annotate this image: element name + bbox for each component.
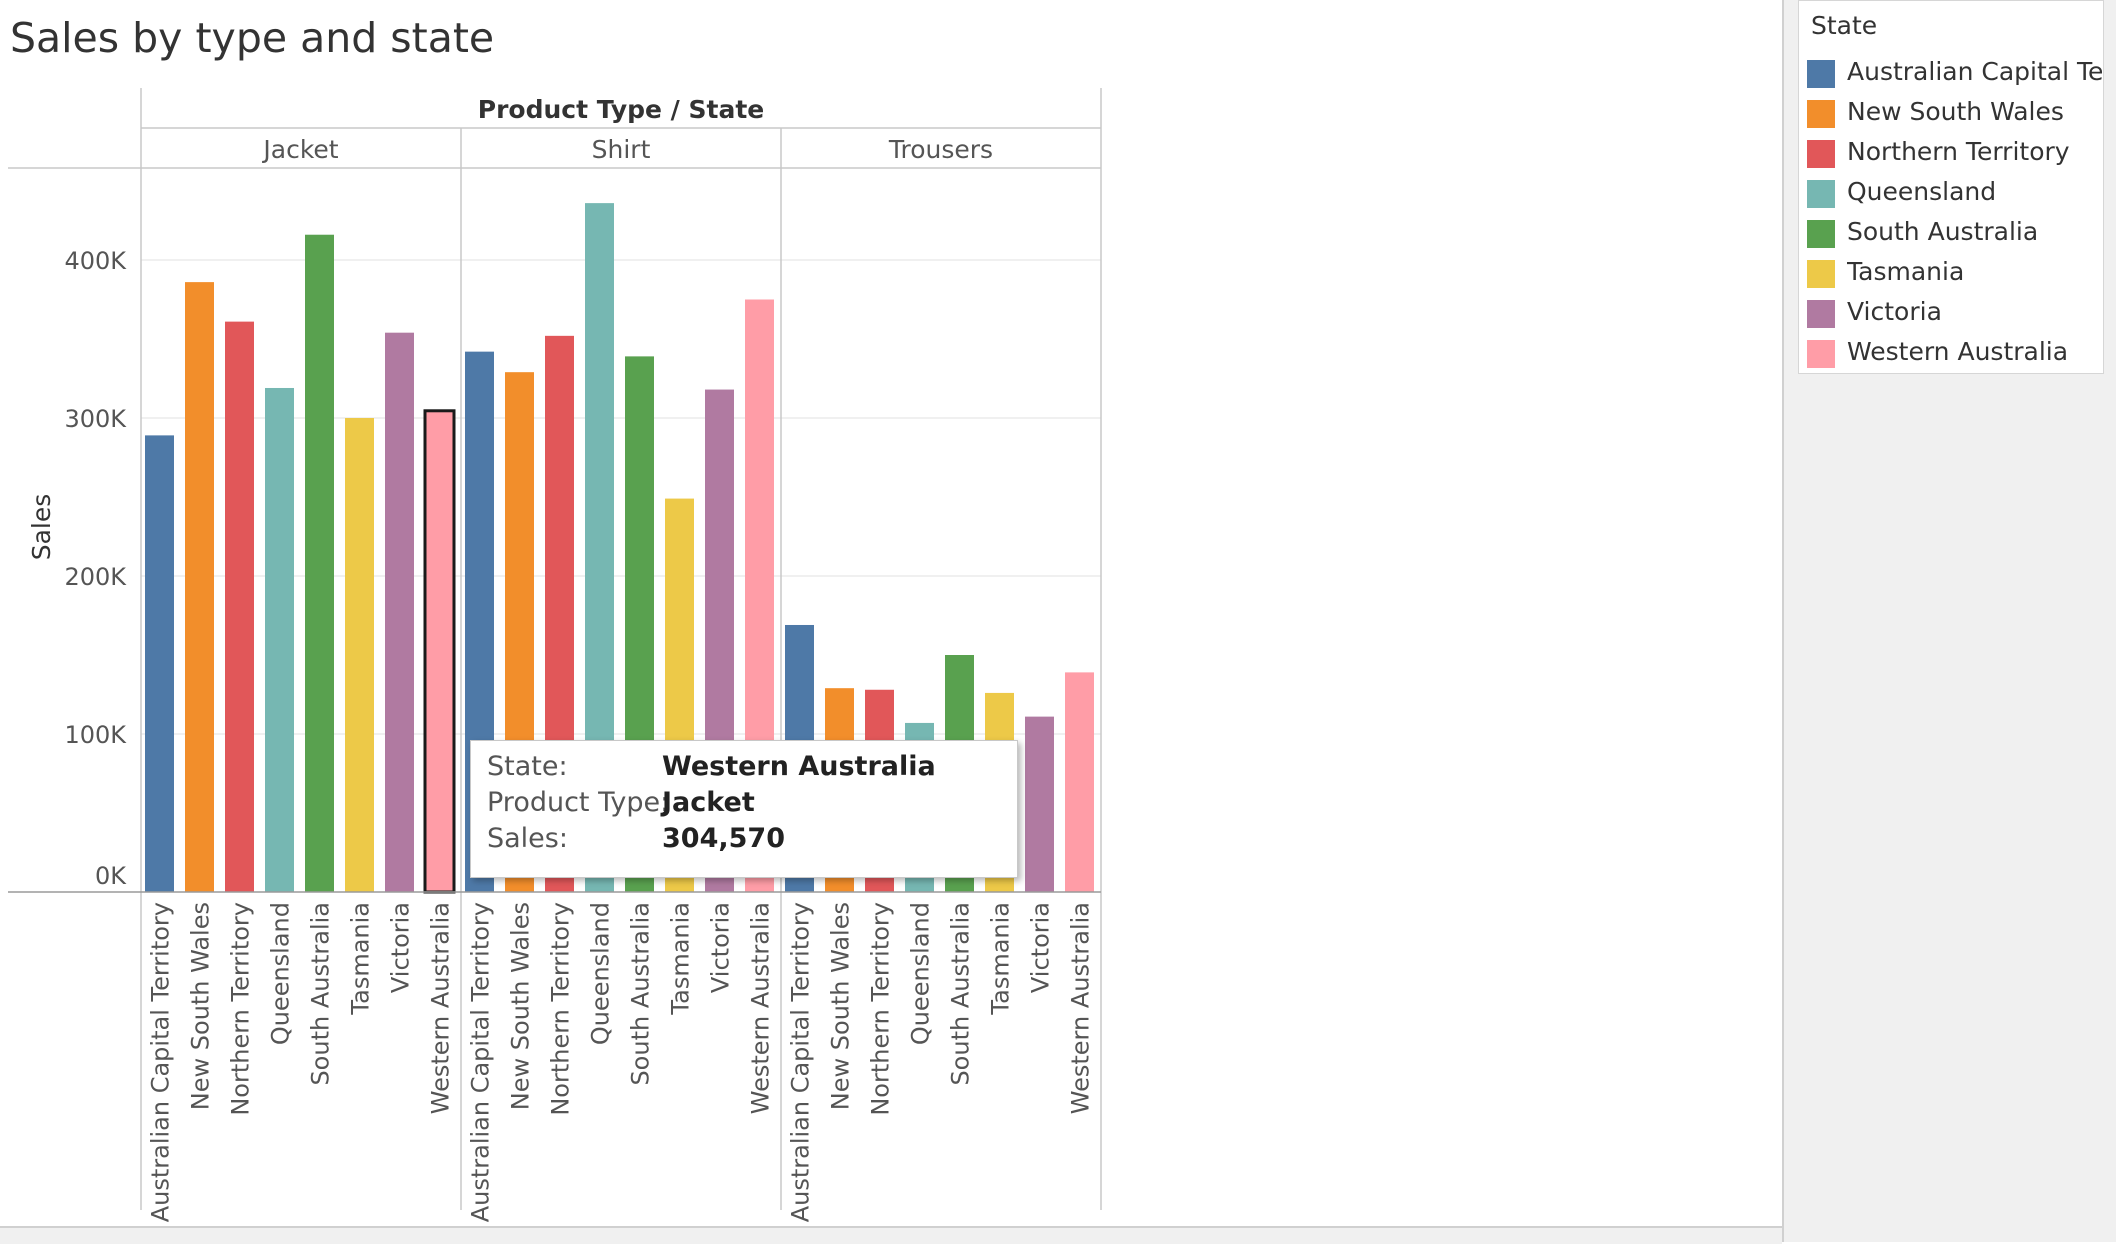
column-header-title: Product Type / State xyxy=(478,95,765,124)
tooltip-value: 304,570 xyxy=(662,823,785,854)
x-tick-label: Queensland xyxy=(907,902,935,1045)
tooltip: State: Western Australia Product Type: J… xyxy=(470,740,1018,878)
x-tick-label: Northern Territory xyxy=(227,902,255,1116)
x-tick-label: New South Wales xyxy=(187,902,215,1110)
legend-label: New South Wales xyxy=(1847,97,2064,126)
legend-pane: State Australian Capital Te.. New South … xyxy=(1782,0,2116,1242)
legend-swatch xyxy=(1807,60,1835,88)
bar-trousers-victoria xyxy=(1025,716,1054,892)
panel-header-jacket: Jacket xyxy=(261,135,338,164)
x-tick-label: Western Australia xyxy=(427,902,455,1114)
legend-swatch xyxy=(1807,140,1835,168)
legend-item-tasmania[interactable]: Tasmania xyxy=(1807,254,2103,294)
y-tick-label: 100K xyxy=(64,721,127,749)
x-tick-label: South Australia xyxy=(627,902,655,1086)
legend-label: Australian Capital Te.. xyxy=(1847,57,2102,86)
legend-title: State xyxy=(1811,11,1878,40)
legend-item-south-australia[interactable]: South Australia xyxy=(1807,214,2103,254)
x-tick-label: Northern Territory xyxy=(867,902,895,1116)
x-tick-label: Queensland xyxy=(587,902,615,1045)
y-tick-label: 400K xyxy=(64,247,127,275)
legend-swatch xyxy=(1807,340,1835,368)
bar-jacket-queensland xyxy=(265,387,294,892)
x-tick-label: Tasmania xyxy=(987,902,1015,1016)
legend-item-australian-capital-territory[interactable]: Australian Capital Te.. xyxy=(1807,54,2103,94)
x-tick-label: Tasmania xyxy=(667,902,695,1016)
legend-item-new-south-wales[interactable]: New South Wales xyxy=(1807,94,2103,134)
state-legend: State Australian Capital Te.. New South … xyxy=(1798,0,2104,374)
bar-jacket-australian-capital-territory xyxy=(145,435,174,892)
x-tick-label: Australian Capital Territory xyxy=(147,902,175,1222)
bar-jacket-new-south-wales xyxy=(185,282,214,892)
x-tick-label: Australian Capital Territory xyxy=(787,902,815,1222)
panel-header-shirt: Shirt xyxy=(592,135,651,164)
legend-item-northern-territory[interactable]: Northern Territory xyxy=(1807,134,2103,174)
legend-swatch xyxy=(1807,260,1835,288)
panel-header-trousers: Trousers xyxy=(888,135,993,164)
legend-label: Queensland xyxy=(1847,177,1997,206)
x-tick-label: Victoria xyxy=(387,902,415,993)
x-tick-label: New South Wales xyxy=(507,902,535,1110)
y-axis-title: Sales xyxy=(27,494,56,561)
legend-swatch xyxy=(1807,100,1835,128)
x-tick-label: Western Australia xyxy=(747,902,775,1114)
legend-label: South Australia xyxy=(1847,217,2039,246)
legend-label: Northern Territory xyxy=(1847,137,2070,166)
legend-label: Western Australia xyxy=(1847,337,2069,366)
tooltip-key: Sales: xyxy=(487,823,568,854)
page-title: Sales by type and state xyxy=(10,14,495,62)
legend-label: Tasmania xyxy=(1847,257,1965,286)
legend-item-victoria[interactable]: Victoria xyxy=(1807,294,2103,334)
tooltip-key: Product Type: xyxy=(487,787,670,818)
bar-trousers-western-australia xyxy=(1065,672,1094,892)
y-tick-label: 200K xyxy=(64,563,127,591)
bottom-scroll-area xyxy=(0,1226,1782,1244)
y-tick-label: 300K xyxy=(64,405,127,433)
legend-swatch xyxy=(1807,300,1835,328)
bar-jacket-victoria xyxy=(385,332,414,892)
tooltip-value: Jacket xyxy=(662,787,755,818)
y-tick-label: 0K xyxy=(95,862,127,890)
x-tick-label: Victoria xyxy=(707,902,735,993)
legend-item-western-australia[interactable]: Western Australia xyxy=(1807,334,2103,374)
legend-label: Victoria xyxy=(1847,297,1942,326)
sales-bar-chart: Product Type / State Jacket Shirt Trousers 0… xyxy=(8,88,1102,1222)
x-tick-label: Tasmania xyxy=(347,902,375,1016)
bar-jacket-tasmania xyxy=(345,418,374,892)
bar-jacket-south-australia xyxy=(305,234,334,893)
x-tick-label: Western Australia xyxy=(1067,902,1095,1114)
x-tick-label: Victoria xyxy=(1027,902,1055,993)
legend-swatch xyxy=(1807,220,1835,248)
tooltip-value: Western Australia xyxy=(662,751,936,782)
x-tick-label: South Australia xyxy=(947,902,975,1086)
tooltip-key: State: xyxy=(487,751,568,782)
legend-item-queensland[interactable]: Queensland xyxy=(1807,174,2103,214)
bar-jacket-northern-territory xyxy=(225,321,254,892)
x-tick-label: New South Wales xyxy=(827,902,855,1110)
bar-jacket-western-australia xyxy=(423,409,456,894)
x-tick-label: Queensland xyxy=(267,902,295,1045)
x-tick-label: South Australia xyxy=(307,902,335,1086)
x-tick-label: Northern Territory xyxy=(547,902,575,1116)
legend-swatch xyxy=(1807,180,1835,208)
x-tick-label: Australian Capital Territory xyxy=(467,902,495,1222)
